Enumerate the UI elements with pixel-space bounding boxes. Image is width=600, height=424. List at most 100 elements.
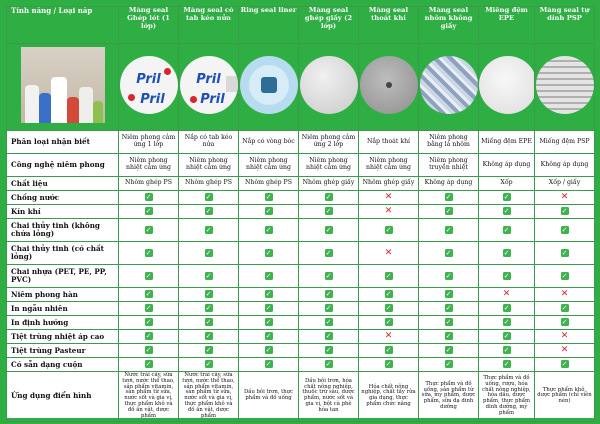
check-icon: ✓: [384, 304, 393, 313]
cell: Không áp dụng: [534, 153, 595, 177]
row-label: Kín khí: [6, 204, 119, 219]
cell: Nắp có tab kéo nửa: [178, 130, 239, 154]
mark-cell: ✓: [298, 264, 359, 288]
pril-tab-seal-image: Pril Pril: [179, 56, 238, 114]
product-photo-cell: [6, 43, 119, 131]
cell: Nhôm ghép giấy: [298, 176, 359, 191]
cell: Nhôm ghép PS: [118, 176, 179, 191]
header-col-3: Ring seal liner: [238, 6, 299, 44]
check-icon: ✓: [204, 332, 213, 341]
mark-cell: ✓: [418, 241, 479, 265]
header-col-1: Màng seal Ghép lót (1 lớp): [118, 6, 179, 44]
feature-row: Chai thủy tinh (không chứa lỏng) ✓ ✓ ✓ ✓ ✓ ✓ ✓ ✓: [6, 218, 595, 242]
check-icon: ✓: [324, 304, 333, 313]
check-icon: ✓: [324, 360, 333, 369]
cross-icon: ✕: [384, 192, 393, 202]
check-icon: ✓: [324, 271, 333, 280]
row-label: In định hướng: [6, 315, 119, 330]
check-icon: ✓: [324, 225, 333, 234]
row-identification: Phân loại nhận biết Niêm phong cảm ứng 1…: [6, 130, 595, 154]
check-icon: ✓: [384, 271, 393, 280]
check-icon: ✓: [264, 225, 273, 234]
row-label: Chai thủy tinh (có chất lỏng): [6, 241, 119, 265]
mark-cell: ✓: [238, 241, 299, 265]
mark-cell: ✓: [478, 241, 535, 265]
header-row: Tính năng / Loại nắp Màng seal Ghép lót …: [6, 6, 595, 44]
ring-seal-image: [239, 56, 298, 114]
mark-cell: ✓: [478, 315, 535, 330]
mark-cell: ✓: [478, 218, 535, 242]
mark-cell: ✓: [298, 301, 359, 316]
mark-cell: ✓: [418, 343, 479, 358]
row-label: Có sẵn dạng cuộn: [6, 357, 119, 372]
seal-image-cell-6: [418, 43, 479, 131]
mark-cell: ✓: [118, 357, 179, 372]
check-icon: ✓: [144, 207, 153, 216]
mark-cell: ✓: [418, 190, 479, 205]
feature-row: Kín khí ✓ ✓ ✓ ✓ ✕ ✓ ✓ ✓: [6, 204, 595, 219]
pril-tab-logo: Pril: [196, 72, 221, 87]
mark-cell: ✕: [358, 190, 419, 205]
mark-cell: ✓: [478, 301, 535, 316]
mark-cell: ✓: [298, 190, 359, 205]
mark-cell: ✓: [238, 218, 299, 242]
mark-cell: ✓: [418, 357, 479, 372]
mark-cell: ✓: [118, 287, 179, 302]
check-icon: ✓: [444, 193, 453, 202]
header-col-5: Màng seal thoát khí: [358, 6, 419, 44]
check-icon: ✓: [444, 346, 453, 355]
row-label: In ngẫu nhiên: [6, 301, 119, 316]
header-col-6: Màng seal nhôm không giấy: [418, 6, 479, 44]
mark-cell: ✓: [358, 218, 419, 242]
check-icon: ✓: [144, 304, 153, 313]
mark-cell: ✓: [178, 301, 239, 316]
mark-cell: ✕: [358, 329, 419, 344]
check-icon: ✓: [560, 225, 569, 234]
cell: Hóa chất nông nghiệp, chất tẩy rửa gia d…: [358, 371, 419, 422]
check-icon: ✓: [384, 360, 393, 369]
mark-cell: ✓: [238, 264, 299, 288]
check-icon: ✓: [264, 332, 273, 341]
feature-row: In ngẫu nhiên ✓ ✓ ✓ ✓ ✓ ✓ ✓ ✓: [6, 301, 595, 316]
feature-row: Chai thủy tinh (có chất lỏng) ✓ ✓ ✓ ✓ ✕ ✓ ✓ ✓: [6, 241, 595, 265]
mark-cell: ✓: [238, 329, 299, 344]
mark-cell: ✓: [118, 218, 179, 242]
mark-cell: ✓: [534, 301, 595, 316]
mark-cell: ✓: [534, 204, 595, 219]
mark-cell: ✓: [418, 329, 479, 344]
row-material: Chất liệu Nhôm ghép PS Nhôm ghép PS Nhôm…: [6, 176, 595, 191]
check-icon: ✓: [144, 290, 153, 299]
mark-cell: ✓: [298, 329, 359, 344]
cell: Xốp / giấy: [534, 176, 595, 191]
cross-icon: ✕: [560, 345, 569, 355]
cross-icon: ✕: [384, 247, 393, 258]
mark-cell: ✓: [178, 315, 239, 330]
mark-cell: ✓: [238, 315, 299, 330]
check-icon: ✓: [324, 346, 333, 355]
mark-cell: ✓: [298, 204, 359, 219]
mark-cell: ✓: [418, 287, 479, 302]
mark-cell: ✓: [298, 287, 359, 302]
mark-cell: ✓: [118, 343, 179, 358]
mark-cell: ✓: [478, 343, 535, 358]
comparison-table: Tính năng / Loại nắp Màng seal Ghép lót …: [6, 6, 595, 422]
check-icon: ✓: [560, 271, 569, 280]
mark-cell: ✓: [478, 264, 535, 288]
mark-cell: ✓: [238, 190, 299, 205]
cell: Niêm phong nhiệt cảm ứng: [178, 153, 239, 177]
mark-cell: ✓: [478, 357, 535, 372]
cell: Xốp: [478, 176, 535, 191]
check-icon: ✓: [444, 207, 453, 216]
mark-cell: ✓: [298, 357, 359, 372]
check-icon: ✓: [560, 207, 569, 216]
check-icon: ✓: [264, 248, 273, 257]
check-icon: ✓: [144, 193, 153, 202]
row-label: Công nghệ niêm phong: [6, 153, 119, 177]
check-icon: ✓: [144, 332, 153, 341]
check-icon: ✓: [444, 271, 453, 280]
mark-cell: ✓: [534, 315, 595, 330]
mark-cell: ✓: [298, 315, 359, 330]
mark-cell: ✓: [418, 204, 479, 219]
cross-icon: ✕: [560, 192, 569, 202]
mark-cell: ✓: [534, 241, 595, 265]
